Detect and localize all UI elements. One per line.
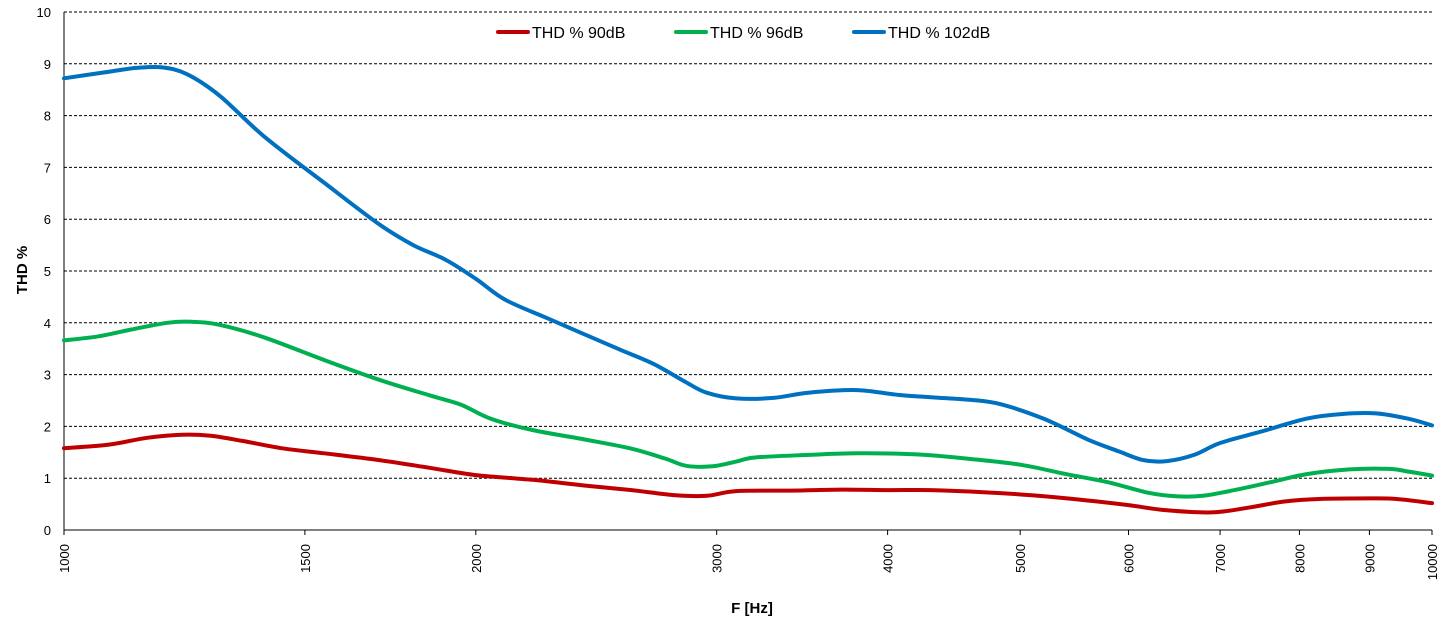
series-line-thd-96db: [62, 319, 1434, 499]
series-line-thd-102db: [62, 64, 1434, 464]
legend-label-thd-90db: THD % 90dB: [532, 25, 625, 42]
y-tick-label-3: 3: [44, 368, 51, 383]
y-tick-labels: 0 1 2 3 4 5 6 7 8 9 10: [37, 5, 51, 538]
series-lines: [62, 64, 1434, 515]
x-tick-label-5000: 5000: [1013, 544, 1028, 573]
legend-label-thd-96db: THD % 96dB: [710, 25, 803, 42]
y-tick-label-6: 6: [44, 212, 51, 227]
series-line-thd-90db: [62, 432, 1434, 515]
y-tick-label-7: 7: [44, 160, 51, 175]
x-tick-label-4000: 4000: [881, 544, 896, 573]
x-tick-labels: 1000 1500 2000 3000 4000 5000 6000 7000 8000 9000…: [57, 544, 1440, 580]
y-axis-title: THD %: [14, 246, 31, 294]
y-tick-label-10: 10: [37, 5, 51, 20]
x-tick-label-7000: 7000: [1213, 544, 1228, 573]
grid-lines: [64, 11, 1432, 479]
y-tick-label-5: 5: [44, 264, 51, 279]
x-tick-label-8000: 8000: [1292, 544, 1307, 573]
x-tick-label-6000: 6000: [1122, 544, 1137, 573]
x-tick-label-1000: 1000: [57, 544, 72, 573]
x-axis-title: F [Hz]: [731, 600, 773, 617]
y-tick-label-2: 2: [44, 419, 51, 434]
y-tick-label-8: 8: [44, 109, 51, 124]
y-tick-label-4: 4: [44, 316, 51, 331]
y-tick-label-0: 0: [44, 523, 51, 538]
x-tick-label-3000: 3000: [710, 544, 725, 573]
legend: THD % 90dB THD % 96dB THD % 102dB: [496, 25, 990, 42]
y-tick-label-1: 1: [44, 471, 51, 486]
x-tick-label-10000: 10000: [1425, 544, 1440, 580]
x-tick-label-9000: 9000: [1362, 544, 1377, 573]
legend-label-thd-102db: THD % 102dB: [888, 25, 990, 42]
y-tick-label-9: 9: [44, 57, 51, 72]
x-tick-label-2000: 2000: [469, 544, 484, 573]
x-tick-label-1500: 1500: [298, 544, 313, 573]
